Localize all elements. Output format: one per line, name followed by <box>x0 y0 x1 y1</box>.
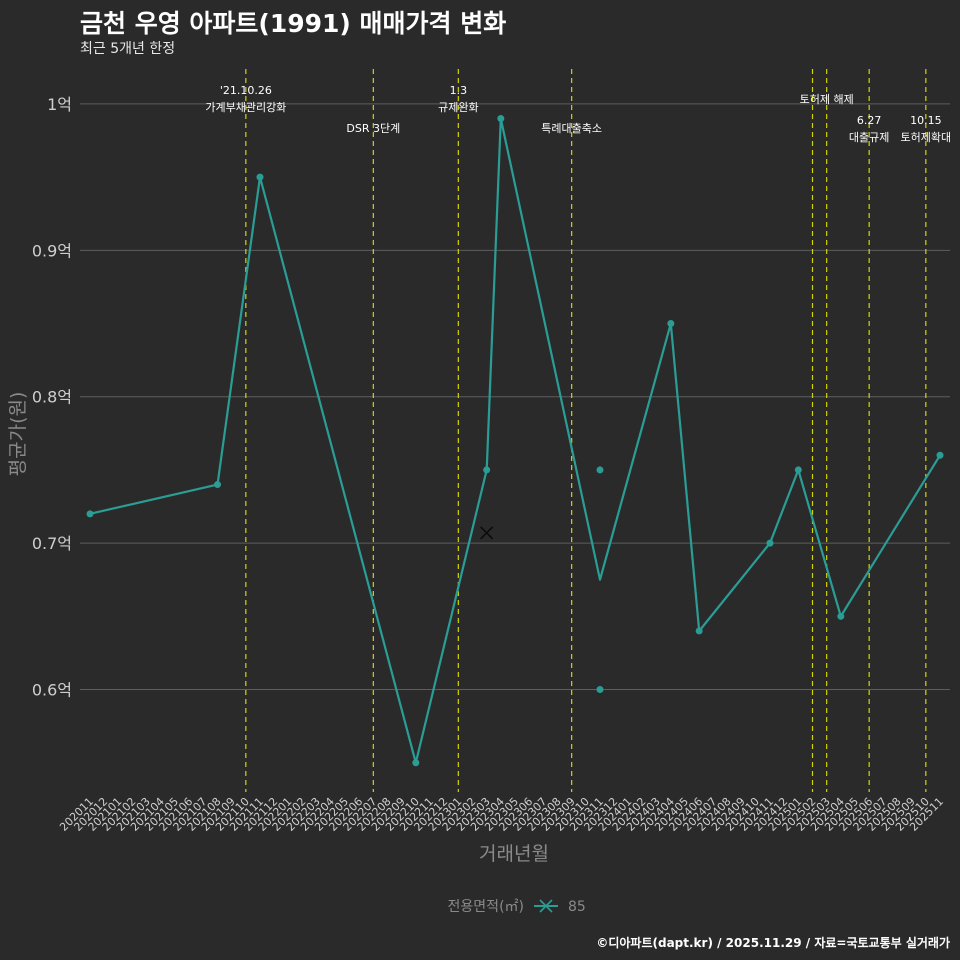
data-point <box>667 320 675 328</box>
source-caption: ©디아파트(dapt.kr) / 2025.11.29 / 자료=국토교통부 실… <box>596 936 950 950</box>
data-point <box>214 481 221 489</box>
data-point <box>86 510 94 518</box>
cross-marker <box>480 526 494 540</box>
event-label: 6.27 <box>857 114 882 127</box>
legend-label: 85 <box>568 899 586 915</box>
data-point <box>936 451 944 459</box>
y-tick-label: 0.7억 <box>32 534 72 553</box>
data-point <box>794 466 802 474</box>
event-label: 규제완화 <box>438 101 478 114</box>
legend: 전용면적(㎡) 85 <box>448 899 586 915</box>
event-label: 가계부채관리강화 <box>205 101 286 114</box>
y-tick-label: 0.6억 <box>32 681 72 700</box>
data-point <box>596 466 604 474</box>
chart-subtitle: 최근 5개년 한정 <box>80 41 176 57</box>
data-point <box>695 627 703 635</box>
data-point <box>483 466 491 474</box>
chart-title: 금천 우영 아파트(1991) 매매가격 변화 <box>80 9 507 38</box>
event-label: 토허제 해제 <box>800 92 854 106</box>
event-label: 10.15 <box>910 114 942 127</box>
cross-stroke <box>480 526 494 540</box>
data-point <box>497 115 505 123</box>
y-axis-title: 평균가(원) <box>7 392 29 477</box>
y-tick-label: 0.8억 <box>32 388 72 407</box>
legend-cross-icon <box>539 899 553 913</box>
event-label: 토허제확대 <box>901 131 952 144</box>
y-tick-label: 1억 <box>47 95 72 114</box>
event-label: 대출규제 <box>849 131 889 144</box>
y-tick-label: 0.9억 <box>32 241 72 260</box>
data-point <box>256 173 264 181</box>
event-label: 특례대출축소 <box>541 122 602 135</box>
data-point <box>837 612 845 620</box>
data-point <box>412 759 420 767</box>
data-point <box>596 686 604 694</box>
legend-title: 전용면적(㎡) <box>448 899 524 915</box>
event-label: 1.3 <box>450 84 468 97</box>
event-label: DSR 3단계 <box>346 122 400 135</box>
data-point <box>766 539 774 547</box>
x-axis-title: 거래년월 <box>479 843 549 865</box>
event-label: '21.10.26 <box>220 84 272 97</box>
